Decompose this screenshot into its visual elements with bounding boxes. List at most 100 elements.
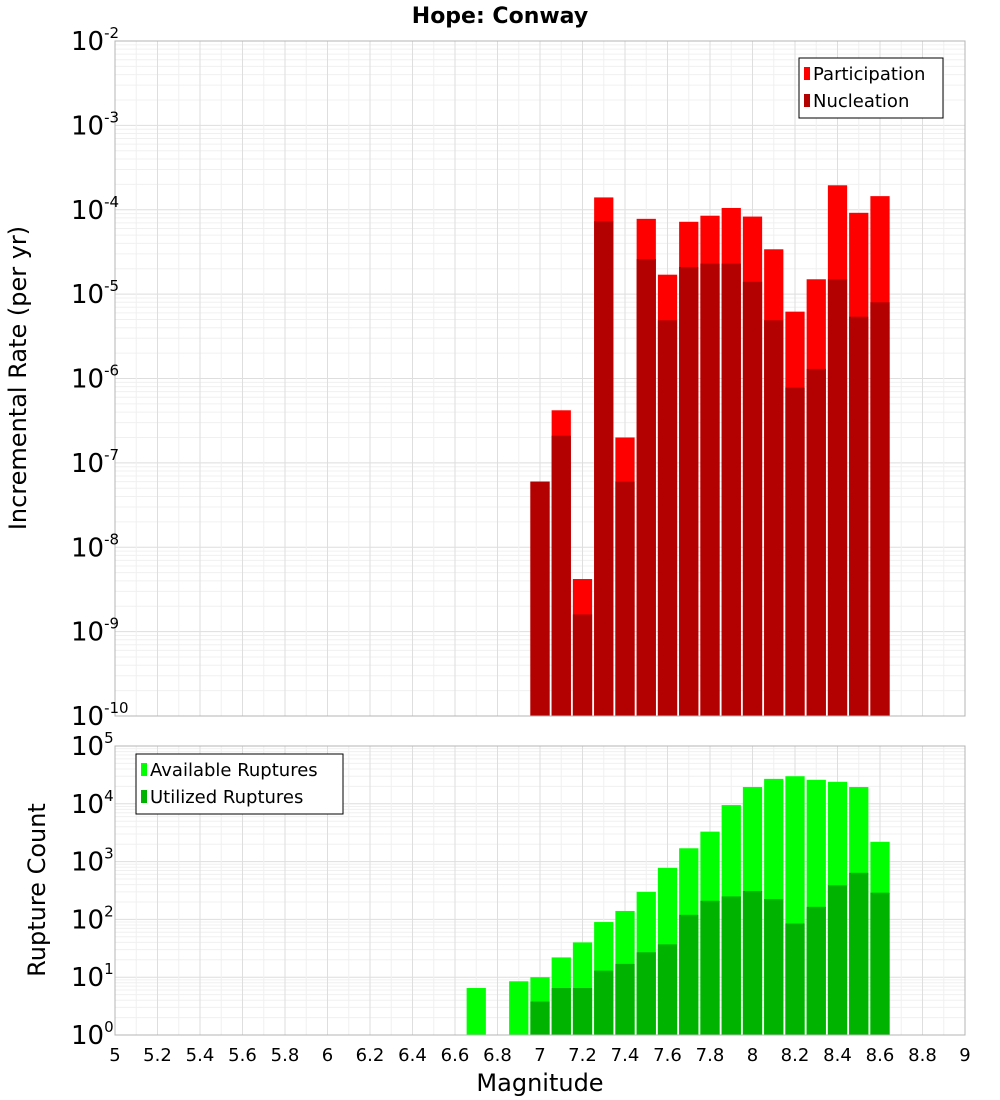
tick-base: 10 xyxy=(71,196,104,226)
x-tick-label: 8.4 xyxy=(823,1045,852,1066)
rate-bar-b xyxy=(870,302,890,716)
count-bar-b xyxy=(551,988,571,1035)
rate-bar-b xyxy=(785,387,805,716)
tick-exponent: -4 xyxy=(104,193,119,211)
count-bar-b xyxy=(636,952,656,1035)
count-bar-a xyxy=(509,981,529,1035)
count-plot xyxy=(114,745,966,1036)
count-y-tick-label: 103 xyxy=(71,845,114,878)
x-tick-label: 9 xyxy=(959,1045,970,1066)
rate-y-tick-label: 10-9 xyxy=(71,615,119,648)
rate-y-tick-label: 10-4 xyxy=(71,193,119,226)
tick-exponent: -2 xyxy=(104,24,119,42)
rate-bar-b xyxy=(679,266,699,716)
rate-bar-b xyxy=(530,481,550,716)
x-tick-label: 6.6 xyxy=(441,1045,470,1066)
tick-exponent: 2 xyxy=(104,902,114,920)
count-y-tick-label: 100 xyxy=(71,1018,114,1051)
x-tick-label: 5.8 xyxy=(271,1045,300,1066)
tick-exponent: -8 xyxy=(104,530,119,548)
rate-bar-b xyxy=(636,259,656,716)
x-tick-label: 5.2 xyxy=(143,1045,172,1066)
rate-y-tick-label: 10-10 xyxy=(71,699,129,732)
tick-base: 10 xyxy=(71,111,104,141)
tick-base: 10 xyxy=(71,533,104,563)
legend-swatch xyxy=(141,763,147,776)
legend-swatch xyxy=(804,94,810,107)
rate-bar-b xyxy=(594,221,614,716)
count-bar-b xyxy=(615,963,635,1035)
rate-y-tick-label: 10-5 xyxy=(71,277,119,310)
count-bar-b xyxy=(572,988,593,1035)
rate-plot xyxy=(114,40,966,717)
legend-swatch xyxy=(804,67,810,80)
legend-label: Nucleation xyxy=(813,91,909,112)
x-tick-label: 5 xyxy=(109,1045,120,1066)
rate-bar-b xyxy=(551,435,571,716)
x-tick-label: 7.6 xyxy=(653,1045,682,1066)
x-tick-label: 6.2 xyxy=(356,1045,385,1066)
rate-bar-b xyxy=(806,368,826,716)
count-bar-b xyxy=(679,914,699,1035)
count-y-tick-label: 101 xyxy=(71,960,114,993)
rate-y-tick-label: 10-6 xyxy=(71,362,119,395)
tick-base: 10 xyxy=(71,449,104,479)
legend-label: Available Ruptures xyxy=(150,760,318,781)
x-tick-label: 7.2 xyxy=(568,1045,597,1066)
tick-base: 10 xyxy=(71,618,104,648)
count-bar-b xyxy=(806,906,826,1035)
x-tick-label: 6.8 xyxy=(483,1045,512,1066)
rate-y-axis-title: Incremental Rate (per yr) xyxy=(4,226,32,530)
tick-exponent: -5 xyxy=(104,277,119,295)
legend-label: Participation xyxy=(813,64,925,85)
x-tick-label: 8.8 xyxy=(908,1045,937,1066)
tick-base: 10 xyxy=(71,365,104,395)
rate-y-tick-label: 10-2 xyxy=(71,24,119,57)
x-tick-label: 6.4 xyxy=(398,1045,427,1066)
x-tick-label: 7.4 xyxy=(611,1045,640,1066)
rate-bar-b xyxy=(615,481,635,716)
count-y-tick-label: 105 xyxy=(71,729,114,762)
count-bar-b xyxy=(742,890,763,1035)
tick-base: 10 xyxy=(71,905,104,935)
tick-exponent: 5 xyxy=(104,729,114,747)
legend-box xyxy=(798,57,944,119)
rate-y-tick-label: 10-8 xyxy=(71,530,119,563)
count-y-tick-label: 102 xyxy=(71,902,114,935)
tick-base: 10 xyxy=(71,732,104,762)
rate-bar-b xyxy=(572,614,593,716)
count-legend: Available Ruptures Utilized Ruptures xyxy=(135,753,344,815)
x-tick-label: 5.6 xyxy=(228,1045,257,1066)
x-axis-ticks: 5 5.2 5.4 5.6 5.8 6 6.2 6.4 6.6 6.8 7 7.2 7.4 7.6 7.8 8… xyxy=(109,1045,970,1066)
tick-exponent: 4 xyxy=(104,787,114,805)
count-bar-b xyxy=(764,899,784,1035)
tick-base: 10 xyxy=(71,790,104,820)
count-y-tick-label: 104 xyxy=(71,787,114,820)
rate-bar-b xyxy=(764,320,784,716)
count-bar-b xyxy=(594,970,614,1035)
rate-bar-b xyxy=(700,263,720,716)
tick-base: 10 xyxy=(71,848,104,878)
tick-base: 10 xyxy=(71,27,104,57)
chart-title: Hope: Conway xyxy=(412,4,588,29)
tick-exponent: 3 xyxy=(104,845,114,863)
tick-exponent: 1 xyxy=(104,960,114,978)
tick-base: 10 xyxy=(71,280,104,310)
tick-exponent: -7 xyxy=(104,446,119,464)
x-axis-title: Magnitude xyxy=(476,1069,603,1097)
tick-exponent: -6 xyxy=(104,362,119,380)
tick-exponent: -10 xyxy=(104,699,129,717)
count-bar-b xyxy=(827,885,848,1035)
count-bar-b xyxy=(530,1001,550,1035)
x-tick-label: 8.6 xyxy=(866,1045,895,1066)
rate-bar-b xyxy=(742,281,763,716)
rate-legend: Participation Nucleation xyxy=(798,57,944,119)
tick-base: 10 xyxy=(71,1021,104,1051)
x-tick-label: 7 xyxy=(534,1045,545,1066)
count-bar-b xyxy=(870,892,890,1035)
legend-swatch xyxy=(141,790,147,803)
count-bar-b xyxy=(785,923,805,1035)
rate-bar-b xyxy=(827,279,848,716)
tick-base: 10 xyxy=(71,963,104,993)
